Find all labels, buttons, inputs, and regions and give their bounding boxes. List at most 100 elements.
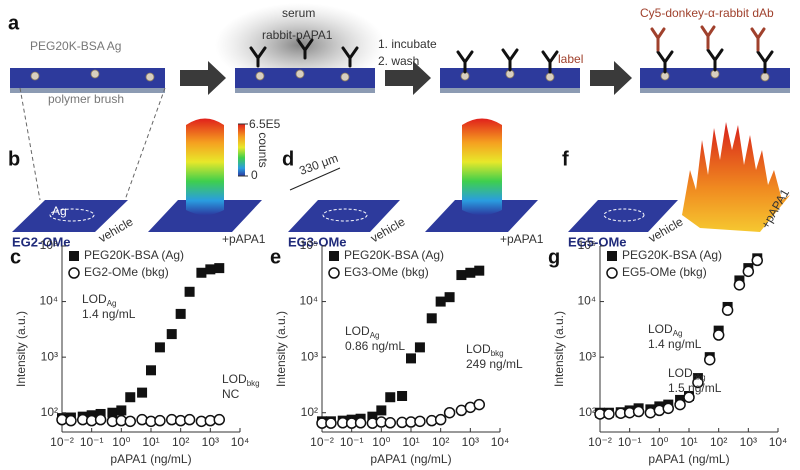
panel-label: d [282, 148, 294, 170]
y-tick-label: 10⁴ [299, 294, 318, 308]
y-tick-label: 10³ [579, 349, 596, 363]
data-point [742, 265, 755, 278]
x-axis-label: pAPA1 (ng/mL) [370, 452, 451, 466]
annotation-text: LOD [82, 292, 107, 306]
y-tick-label: 10³ [301, 349, 318, 363]
annotation-value: 0.86 ng/mL [345, 339, 405, 353]
data-point [367, 411, 378, 422]
legend-marker [607, 251, 617, 261]
surface-label: EG5-OMe [568, 234, 627, 249]
legend-label: PEG20K-BSA (Ag) [622, 248, 722, 262]
y-axis-label: Intensity (a.u.) [274, 311, 288, 387]
data-point [662, 402, 675, 415]
panel-label: c [10, 246, 21, 268]
x-tick-label: 10⁰ [372, 435, 390, 449]
data-point [406, 353, 416, 364]
x-tick-label: 10³ [202, 435, 219, 449]
surface-label: EG3-OMe [288, 234, 347, 249]
data-point [166, 329, 177, 340]
legend-label: EG3-OMe (bkg) [344, 265, 429, 279]
annotation-value: 1.5 ng/mL [668, 381, 722, 395]
data-point [397, 390, 408, 401]
legend-marker [329, 251, 339, 261]
x-axis-label: pAPA1 (ng/mL) [648, 452, 729, 466]
annotation: LODbkg [222, 372, 260, 388]
annotation: LODAg [648, 322, 682, 338]
data-point [325, 417, 337, 429]
data-point [632, 405, 645, 418]
annotation-sub: bkg [247, 379, 260, 388]
x-tick-label: 10⁻¹ [80, 435, 104, 449]
y-tick-label: 10⁵ [40, 238, 58, 252]
annotation: LODbkg [466, 342, 504, 358]
colorbar-max: 6.5E5 [249, 117, 281, 131]
annotation-sub: Ag [107, 299, 117, 308]
ag-label: Ag [52, 204, 67, 218]
x-axis-label: pAPA1 (ng/mL) [110, 452, 191, 466]
annotation-text: LOD [222, 372, 247, 386]
schematic [10, 3, 790, 95]
treated-label: +pAPA1 [500, 232, 544, 246]
data-point [184, 286, 195, 297]
legend-label: EG5-OMe (bkg) [622, 265, 707, 279]
y-tick-label: 10² [41, 405, 58, 419]
brush-label: polymer brush [48, 92, 124, 106]
y-tick-label: 10² [301, 405, 318, 419]
legend-label: PEG20K-BSA (Ag) [84, 248, 184, 262]
antibody-label: rabbit-pAPA1 [262, 28, 333, 42]
data-point [474, 265, 485, 276]
data-point [196, 267, 207, 278]
y-axis-label: Intensity (a.u.) [14, 311, 28, 387]
x-tick-label: 10³ [740, 435, 757, 449]
legend-marker [606, 267, 618, 279]
data-point [751, 254, 764, 267]
annotation-value: 1.4 ng/mL [648, 337, 702, 351]
panel-label: g [548, 246, 560, 268]
x-tick-label: 10⁻² [310, 435, 334, 449]
x-tick-label: 10² [172, 435, 189, 449]
x-tick-label: 10¹ [142, 435, 159, 449]
annotation-text: LOD [668, 366, 693, 380]
data-point [124, 415, 137, 428]
data-point [414, 415, 426, 428]
annotation-sub: Ag [673, 329, 683, 338]
data-point [125, 392, 136, 403]
data-point [213, 413, 226, 426]
data-point [443, 406, 456, 419]
x-tick-label: 10² [710, 435, 727, 449]
annotation: LODbkg [668, 366, 706, 382]
panel-label: e [270, 246, 281, 268]
data-point [465, 267, 476, 278]
x-tick-label: 10⁴ [491, 435, 510, 449]
x-tick-label: 10⁻² [50, 435, 74, 449]
legend-marker [68, 267, 80, 279]
panel-label: b [8, 148, 20, 170]
annotation: LODAg [82, 292, 116, 308]
panel-label: f [562, 148, 569, 170]
annotation-value: 249 ng/mL [466, 357, 523, 371]
y-tick-label: 10⁵ [300, 238, 318, 252]
x-tick-label: 10³ [462, 435, 479, 449]
data-point [154, 342, 165, 353]
annotation-text: LOD [345, 324, 370, 338]
data-point [154, 414, 166, 427]
panel-label: a [8, 12, 20, 34]
x-tick-label: 10⁰ [112, 435, 130, 449]
data-point [376, 405, 387, 416]
x-tick-label: 10² [432, 435, 449, 449]
y-tick-label: 10⁴ [577, 294, 596, 308]
annotation-sub: bkg [693, 373, 706, 382]
x-tick-label: 10⁻¹ [618, 435, 642, 449]
antigen-label: PEG20K-BSA Ag [30, 39, 121, 53]
data-point [603, 408, 615, 420]
data-point [107, 407, 118, 418]
x-tick-label: 10¹ [680, 435, 697, 449]
y-tick-label: 10⁵ [578, 238, 596, 252]
data-point [354, 417, 367, 429]
legend-label: PEG20K-BSA (Ag) [344, 248, 444, 262]
data-point [456, 270, 467, 281]
x-tick-label: 10⁴ [769, 435, 788, 449]
surface-label: EG2-OMe [12, 234, 71, 249]
data-point [473, 398, 486, 411]
x-tick-label: 10⁻¹ [340, 435, 364, 449]
